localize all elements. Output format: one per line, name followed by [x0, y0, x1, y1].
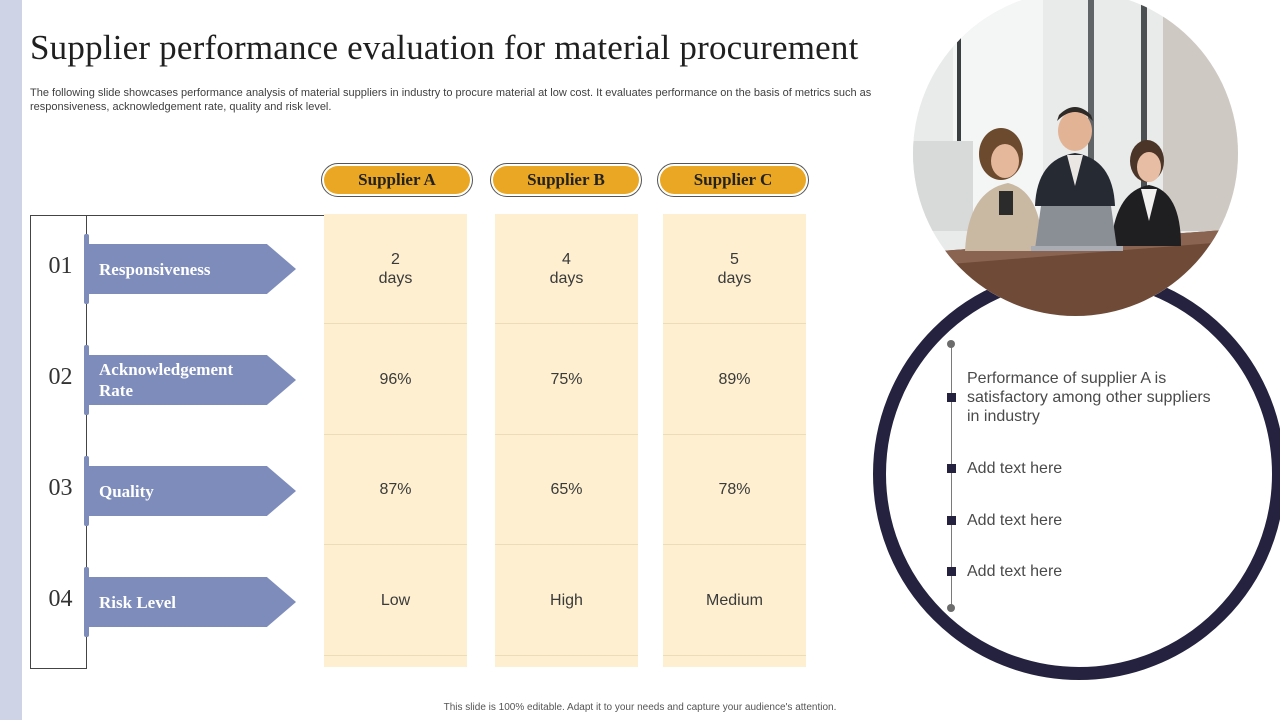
bullet-square-2	[947, 464, 956, 473]
cell-unit: days	[549, 269, 584, 287]
supplier-b-label: Supplier B	[493, 166, 639, 194]
timeline-top-dot	[947, 340, 955, 348]
supplier-c-column: 5 days 89% 78% Medium	[663, 214, 806, 667]
bullet-square-1	[947, 393, 956, 402]
table-cell: 96%	[324, 325, 467, 435]
metric-label-3: Quality	[99, 481, 154, 501]
metric-arrow-acknowledgement-rate: Acknowledgement Rate	[88, 355, 296, 405]
metric-label-4: Risk Level	[99, 592, 176, 612]
note-text-1: Performance of supplier A is satisfactor…	[967, 370, 1211, 425]
bullet-square-3	[947, 516, 956, 525]
metric-bar-4	[84, 567, 89, 637]
cell-unit: days	[717, 269, 752, 287]
photo-illustration	[913, 0, 1238, 316]
note-text-2: Add text here	[967, 460, 1063, 477]
left-accent-strip	[0, 0, 22, 720]
note-text-4: Add text here	[967, 563, 1063, 580]
table-cell: 2 days	[324, 214, 467, 324]
metric-arrow-responsiveness: Responsiveness	[88, 244, 296, 294]
metric-arrow-quality: Quality	[88, 466, 296, 516]
metric-bar-1	[84, 234, 89, 304]
page-subtitle: The following slide showcases performanc…	[30, 87, 872, 113]
page-title: Supplier performance evaluation for mate…	[30, 28, 859, 67]
table-cell: 65%	[495, 435, 638, 545]
supplier-c-header: Supplier C	[657, 163, 809, 197]
supplier-a-label: Supplier A	[324, 166, 470, 194]
metric-number-3: 03	[48, 475, 73, 501]
metric-number-4: 04	[48, 586, 73, 612]
metrics-frame	[30, 215, 87, 669]
metric-number-2: 02	[48, 364, 73, 390]
table-cell: Medium	[663, 546, 806, 656]
supplier-a-header: Supplier A	[321, 163, 473, 197]
business-meeting-photo	[913, 0, 1238, 316]
supplier-a-column: 2 days 96% 87% Low	[324, 214, 467, 667]
table-cell: 89%	[663, 325, 806, 435]
table-cell: Low	[324, 546, 467, 656]
table-cell: 75%	[495, 325, 638, 435]
cell-unit: days	[378, 269, 413, 287]
metric-label-2: Acknowledgement Rate	[99, 360, 234, 400]
table-cell: 78%	[663, 435, 806, 545]
metric-bar-3	[84, 456, 89, 526]
table-cell: 5 days	[663, 214, 806, 324]
table-cell: 87%	[324, 435, 467, 545]
note-text-3: Add text here	[967, 512, 1063, 529]
footer-note: This slide is 100% editable. Adapt it to…	[443, 702, 837, 713]
bullet-square-4	[947, 567, 956, 576]
timeline-bottom-dot	[947, 604, 955, 612]
metric-number-1: 01	[48, 253, 73, 279]
cell-value: 5	[730, 250, 739, 268]
cell-value: 2	[391, 250, 400, 268]
table-cell: 4 days	[495, 214, 638, 324]
supplier-b-column: 4 days 75% 65% High	[495, 214, 638, 667]
cell-value: 4	[562, 250, 571, 268]
supplier-b-header: Supplier B	[490, 163, 642, 197]
metrics-frame-top-line	[86, 215, 324, 216]
metric-label-1: Responsiveness	[99, 259, 211, 279]
notes-timeline-line	[951, 344, 952, 608]
metric-bar-2	[84, 345, 89, 415]
table-cell: High	[495, 546, 638, 656]
metric-arrow-risk-level: Risk Level	[88, 577, 296, 627]
supplier-c-label: Supplier C	[660, 166, 806, 194]
